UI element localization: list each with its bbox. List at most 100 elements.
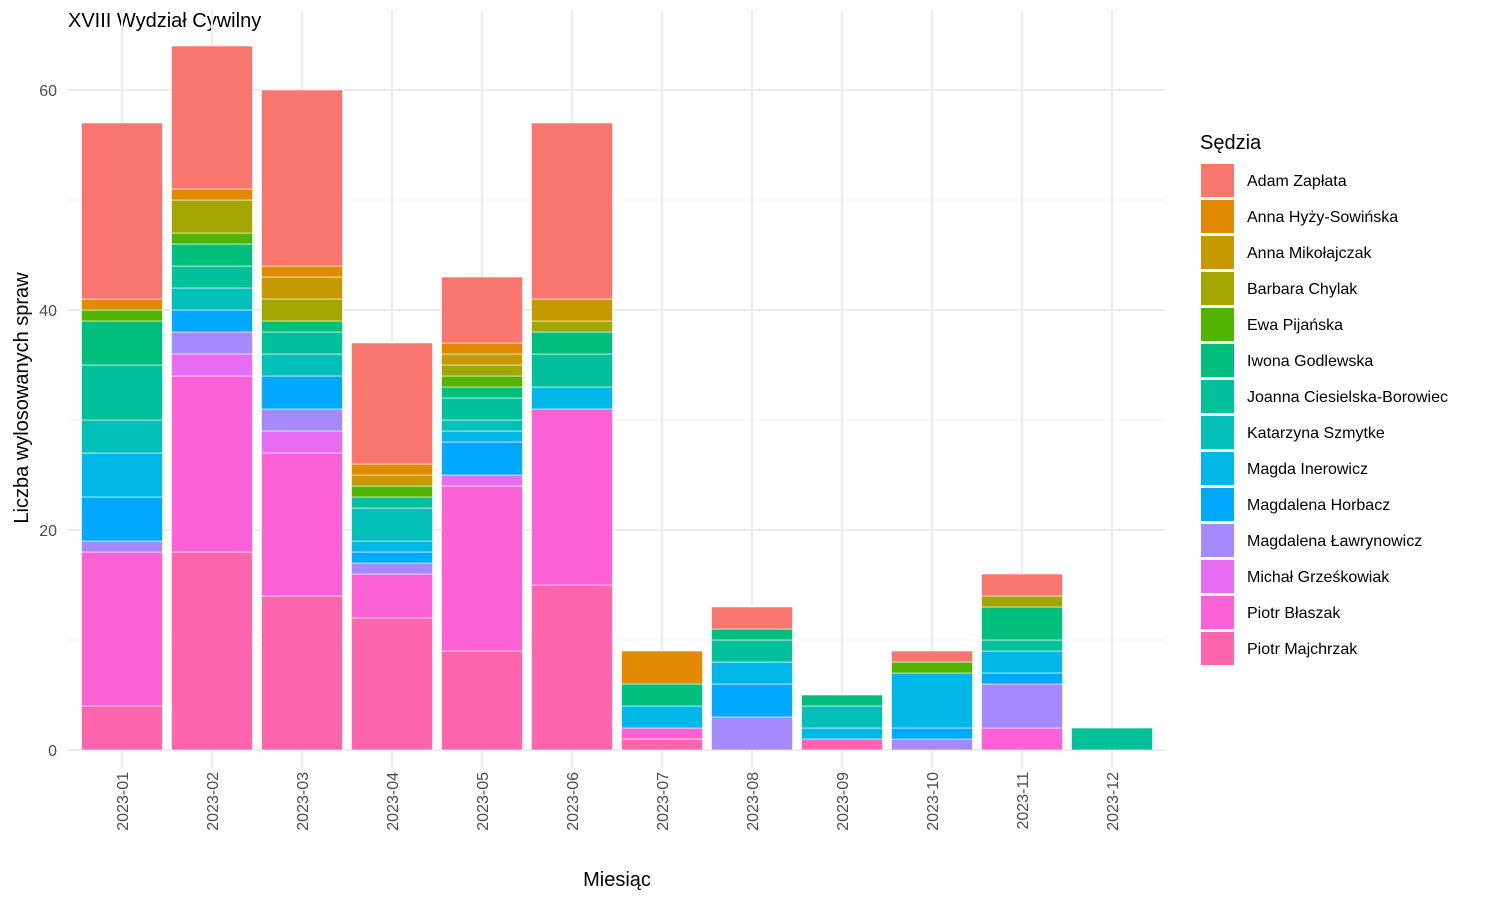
legend-swatch-10 — [1201, 524, 1234, 557]
legend-label-12: Piotr Błaszak — [1247, 605, 1341, 622]
legend-swatch-0 — [1201, 164, 1234, 197]
bar-segment-2023-10-13 — [891, 650, 973, 663]
bar-segment-2023-05-2 — [441, 474, 523, 487]
legend-label-0: Adam Zapłata — [1247, 173, 1347, 190]
x-tick-label-11: 2023-12 — [1105, 772, 1122, 831]
bar-segment-2023-11-3 — [981, 683, 1063, 729]
x-tick-label-2: 2023-03 — [295, 772, 312, 831]
legend-label-11: Michał Grześkowiak — [1247, 569, 1390, 586]
legend-swatch-1 — [1201, 200, 1234, 233]
x-axis-label: Miesiąc — [583, 869, 651, 891]
bar-segment-2023-04-0 — [351, 617, 433, 751]
bar-segment-2023-03-1 — [261, 452, 343, 597]
legend-swatch-7 — [1201, 416, 1234, 449]
bar-segment-2023-01-0 — [81, 705, 163, 751]
bar-segment-2023-02-13 — [171, 45, 253, 190]
bar-segment-2023-01-12 — [81, 298, 163, 311]
legend-label-2: Anna Mikołajczak — [1247, 245, 1373, 262]
bar-segment-2023-02-0 — [171, 551, 253, 751]
bar-segment-2023-03-7 — [261, 331, 343, 355]
bar-segment-2023-06-7 — [531, 353, 613, 388]
bar-segment-2023-01-3 — [81, 540, 163, 553]
chart-title: XVIII Wydział Cywilny — [68, 10, 261, 32]
legend-swatch-6 — [1201, 380, 1234, 413]
bar-segment-2023-11-7 — [981, 639, 1063, 652]
bar-segment-2023-07-8 — [621, 683, 703, 707]
bar-segment-2023-08-8 — [711, 628, 793, 641]
bar-segment-2023-10-3 — [891, 738, 973, 751]
bar-segment-2023-05-0 — [441, 650, 523, 751]
y-tick-label-0: 0 — [48, 743, 57, 760]
bar-segment-2023-02-3 — [171, 331, 253, 355]
legend-label-6: Joanna Ciesielska-Borowiec — [1247, 389, 1448, 406]
x-tick-label-5: 2023-06 — [565, 772, 582, 831]
bar-segment-2023-04-12 — [351, 463, 433, 476]
bar-segment-2023-03-13 — [261, 89, 343, 267]
bar-segment-2023-04-3 — [351, 562, 433, 575]
bar-segment-2023-07-1 — [621, 727, 703, 740]
legend-label-9: Magdalena Horbacz — [1247, 497, 1390, 514]
bar-segment-2023-05-7 — [441, 397, 523, 421]
bar-segment-2023-04-7 — [351, 496, 433, 509]
bar-segment-2023-09-5 — [801, 727, 883, 740]
bar-segment-2023-03-6 — [261, 353, 343, 377]
y-axis-ticks: 0 20 40 60 — [39, 83, 57, 760]
bar-segment-2023-06-13 — [531, 122, 613, 300]
bar-segment-2023-01-4 — [81, 496, 163, 542]
bar-segment-2023-09-8 — [801, 694, 883, 707]
bar-segment-2023-04-5 — [351, 540, 433, 553]
bar-segment-2023-01-9 — [81, 309, 163, 322]
bar-segment-2023-02-1 — [171, 375, 253, 553]
bar-segment-2023-12-7 — [1071, 727, 1153, 751]
legend: Sędzia Adam Zapłata Anna Hyży-Sowińska Ann… — [1200, 132, 1448, 665]
bar-segment-2023-05-4 — [441, 441, 523, 476]
x-tick-label-10: 2023-11 — [1015, 772, 1032, 830]
bar-segment-2023-03-0 — [261, 595, 343, 751]
legend-swatch-2 — [1201, 236, 1234, 269]
bar-segment-2023-06-8 — [531, 331, 613, 355]
legend-label-13: Piotr Majchrzak — [1247, 641, 1358, 658]
x-tick-label-9: 2023-10 — [925, 772, 942, 831]
x-tick-label-1: 2023-02 — [205, 772, 222, 831]
legend-label-1: Anna Hyży-Sowińska — [1247, 209, 1398, 226]
bar-segment-2023-05-1 — [441, 485, 523, 652]
bar-segment-2023-02-10 — [171, 199, 253, 234]
bar-segment-2023-05-10 — [441, 364, 523, 377]
bar-segment-2023-03-8 — [261, 320, 343, 333]
bar-segment-2023-08-4 — [711, 683, 793, 718]
bar-segment-2023-02-6 — [171, 287, 253, 311]
legend-label-3: Barbara Chylak — [1247, 281, 1358, 298]
bar-segment-2023-10-5 — [891, 672, 973, 729]
bar-segment-2023-03-11 — [261, 276, 343, 300]
bar-segment-2023-01-8 — [81, 320, 163, 366]
bar-segment-2023-06-1 — [531, 408, 613, 586]
legend-label-4: Ewa Pijańska — [1247, 317, 1343, 334]
legend-swatch-5 — [1201, 344, 1234, 377]
bar-segment-2023-03-10 — [261, 298, 343, 322]
legend-title: Sędzia — [1200, 132, 1262, 154]
bar-segment-2023-03-2 — [261, 430, 343, 454]
bar-segment-2023-08-7 — [711, 639, 793, 663]
bar-segment-2023-05-9 — [441, 375, 523, 388]
bar-segment-2023-11-1 — [981, 727, 1063, 751]
bar-segment-2023-05-5 — [441, 430, 523, 443]
bar-segment-2023-04-1 — [351, 573, 433, 619]
legend-swatch-9 — [1201, 488, 1234, 521]
y-tick-label-3: 60 — [39, 83, 57, 100]
bar-segment-2023-02-8 — [171, 243, 253, 267]
bar-segment-2023-05-12 — [441, 342, 523, 355]
bar-segment-2023-11-10 — [981, 595, 1063, 608]
x-tick-label-0: 2023-01 — [115, 772, 132, 831]
bar-segment-2023-04-9 — [351, 485, 433, 498]
bar-segment-2023-10-9 — [891, 661, 973, 674]
bar-segment-2023-06-5 — [531, 386, 613, 410]
bar-segment-2023-08-5 — [711, 661, 793, 685]
bar-segment-2023-01-1 — [81, 551, 163, 707]
legend-swatch-13 — [1201, 632, 1234, 665]
bar-segment-2023-02-4 — [171, 309, 253, 333]
x-tick-label-3: 2023-04 — [385, 772, 402, 831]
bar-segment-2023-01-6 — [81, 419, 163, 454]
legend-swatch-8 — [1201, 452, 1234, 485]
bar-segment-2023-07-0 — [621, 738, 703, 751]
